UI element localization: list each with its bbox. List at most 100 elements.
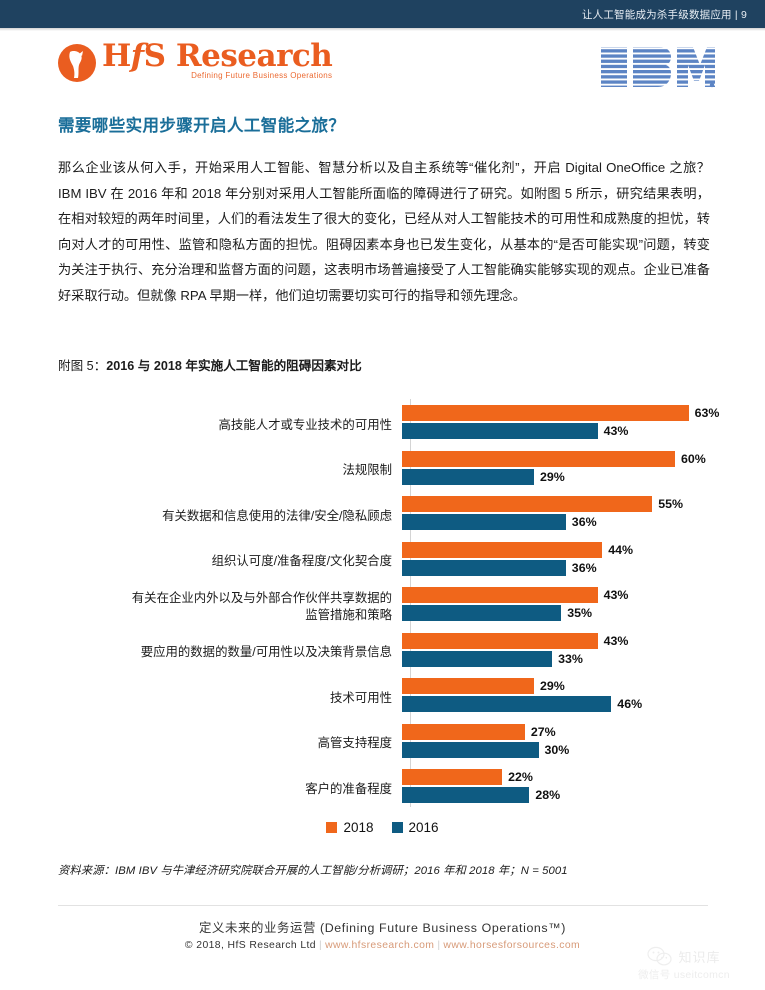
footer-separator-1: | bbox=[318, 940, 323, 951]
chart-bar-2018 bbox=[402, 450, 675, 467]
watermark-subtitle: 微信号 useitcomcn bbox=[638, 969, 730, 981]
body-paragraph: 那么企业该从何入手，开始采用人工智能、智慧分析以及自主系统等“催化剂”，开启 D… bbox=[58, 160, 710, 303]
chart-bar-row: 63% bbox=[402, 405, 719, 421]
chart-legend-label: 2018 bbox=[343, 820, 374, 835]
bar-chart: 高技能人才或专业技术的可用性 63% 43% 法规限制 60% 29% 有关数据和信息使用的… bbox=[58, 393, 719, 813]
chart-bar-row: 60% bbox=[402, 450, 706, 467]
chart-category-label: 要应用的数据的数量/可用性以及决策背景信息 bbox=[140, 645, 392, 659]
chart-axis-line bbox=[410, 399, 411, 807]
chart-bar-row: 36% bbox=[402, 559, 597, 576]
chart-legend-label: 2016 bbox=[408, 820, 439, 835]
chart-bar-row: 35% bbox=[402, 605, 592, 621]
logo-row: HfS Research Defining Future Business Op… bbox=[0, 38, 765, 100]
hfs-letter-s: S bbox=[143, 38, 166, 74]
footer-divider bbox=[58, 905, 708, 906]
hfs-tagline: Defining Future Business Operations bbox=[191, 71, 333, 81]
chart-category-label: 技术可用性 bbox=[330, 690, 392, 705]
chart-plot-area: 高技能人才或专业技术的可用性 63% 43% 法规限制 60% 29% 有关数据和信息使用的… bbox=[58, 393, 719, 813]
chart-category-group: 客户的准备程度 22% 28% bbox=[58, 767, 713, 811]
chart-bar-value: 43% bbox=[603, 633, 629, 648]
chart-bar-row: 55% bbox=[402, 496, 683, 512]
footer-copyright: © 2018, HfS Research Ltd bbox=[184, 940, 316, 951]
chart-bar-2018 bbox=[402, 678, 534, 694]
chart-bar-row: 22% bbox=[402, 769, 533, 785]
chart-bar-row: 30% bbox=[402, 741, 570, 758]
footer-separator-2: | bbox=[437, 940, 441, 951]
chart-bar-value: 29% bbox=[539, 679, 565, 693]
figure-caption: 附图 5：2016 与 2018 年实施人工智能的阻碍因素对比 bbox=[58, 355, 362, 374]
chart-bar-2018 bbox=[402, 541, 603, 558]
chart-bar-2016 bbox=[402, 605, 562, 621]
chart-bar-row: 29% bbox=[402, 678, 565, 694]
chart-bar-row: 43% bbox=[402, 632, 629, 649]
chart-bar-value: 63% bbox=[694, 406, 720, 420]
chart-bar-value: 43% bbox=[603, 588, 629, 602]
chart-bar-2016 bbox=[402, 514, 566, 530]
figure-label: 附图 5： bbox=[58, 359, 107, 373]
chart-category-group: 法规限制 60% 29% bbox=[58, 449, 713, 493]
hfs-research-logo: HfS Research Defining Future Business Op… bbox=[58, 38, 333, 82]
chart-bar-row: 44% bbox=[402, 541, 633, 558]
chart-category-group: 组织认可度/准备程度/文化契合度 44% 36% bbox=[58, 540, 713, 584]
chart-bar-value: 22% bbox=[508, 770, 533, 784]
footer-url-horsesforsources[interactable]: www.horsesforsources.com bbox=[443, 940, 581, 951]
chart-bar-2018 bbox=[402, 769, 503, 785]
chart-bar-value: 43% bbox=[603, 424, 629, 438]
chart-bar-value: 46% bbox=[617, 697, 643, 711]
chart-bar-value: 30% bbox=[544, 742, 570, 757]
chart-category-label: 有关在企业内外以及与外部合作伙伴共享数据的 监管措施和策略 bbox=[131, 591, 392, 622]
chart-bar-2018 bbox=[402, 632, 598, 649]
chart-category-group: 有关在企业内外以及与外部合作伙伴共享数据的 监管措施和策略 43% 35% bbox=[58, 585, 713, 629]
ibm-logo bbox=[599, 44, 717, 90]
chart-bar-row: 43% bbox=[402, 587, 628, 603]
chart-bar-pair: 55% 36% bbox=[402, 494, 713, 538]
section-heading: 需要哪些实用步骤开启人工智能之旅？ bbox=[58, 117, 346, 135]
chart-category-label: 高技能人才或专业技术的可用性 bbox=[218, 417, 392, 432]
chart-bar-row: 28% bbox=[402, 787, 560, 803]
chart-bar-pair: 44% 36% bbox=[402, 540, 713, 584]
chart-category-label: 组织认可度/准备程度/文化契合度 bbox=[211, 554, 392, 568]
chart-bar-row: 43% bbox=[402, 423, 628, 439]
chart-legend-item-2016[interactable]: 2016 bbox=[391, 820, 439, 835]
watermark: 知识库 微信号 useitcomcn bbox=[621, 946, 747, 982]
chart-bar-2016 bbox=[402, 787, 530, 803]
chart-category-group: 技术可用性 29% 46% bbox=[58, 676, 713, 720]
chart-legend-swatch bbox=[391, 822, 403, 833]
page-number: 9 bbox=[740, 8, 747, 21]
hfs-letter-h: H bbox=[102, 38, 131, 74]
chart-bar-value: 60% bbox=[681, 451, 706, 466]
chart-category-label: 高管支持程度 bbox=[317, 736, 392, 750]
chart-category-label: 法规限制 bbox=[342, 463, 392, 477]
chart-bar-value: 28% bbox=[535, 788, 561, 802]
running-separator: | bbox=[734, 8, 738, 21]
chart-bar-2018 bbox=[402, 405, 689, 421]
chart-bar-row: 46% bbox=[402, 696, 642, 712]
chart-bar-2016 bbox=[402, 696, 612, 712]
chart-bar-pair: 29% 46% bbox=[402, 676, 713, 720]
chart-bar-2016 bbox=[402, 559, 566, 576]
chart-category-label: 客户的准备程度 bbox=[305, 781, 392, 796]
chart-bar-value: 35% bbox=[567, 606, 593, 620]
chart-bar-pair: 43% 33% bbox=[402, 631, 713, 675]
chart-bar-pair: 22% 28% bbox=[402, 767, 713, 811]
chart-bar-row: 29% bbox=[402, 468, 565, 485]
footer-tagline: 定义未来的业务运营 (Defining Future Business Oper… bbox=[199, 921, 566, 935]
hfs-wordmark: HfS Research Defining Future Business Op… bbox=[102, 38, 333, 81]
chart-legend-swatch bbox=[326, 822, 338, 833]
hfs-letter-f: f bbox=[130, 38, 144, 74]
chart-legend-item-2018[interactable]: 2018 bbox=[326, 820, 374, 835]
chart-bar-value: 44% bbox=[608, 542, 633, 557]
chart-bar-pair: 43% 35% bbox=[402, 585, 713, 629]
chart-legend: 2018 2016 bbox=[0, 820, 765, 835]
running-header-text: 让人工智能成为杀手级数据应用 | 9 bbox=[582, 7, 747, 22]
chart-bar-value: 27% bbox=[530, 724, 556, 739]
chart-category-label: 有关数据和信息使用的法律/安全/隐私顾虑 bbox=[162, 508, 392, 523]
chart-bar-2018 bbox=[402, 723, 525, 740]
footer-url-hfsresearch[interactable]: www.hfsresearch.com bbox=[325, 940, 435, 951]
chart-bar-2018 bbox=[402, 496, 653, 512]
chart-bar-value: 36% bbox=[571, 515, 597, 529]
page-footer: 定义未来的业务运营 (Defining Future Business Oper… bbox=[0, 918, 765, 951]
hfs-word-research: Research bbox=[175, 38, 333, 74]
chart-category-group: 高技能人才或专业技术的可用性 63% 43% bbox=[58, 403, 719, 447]
